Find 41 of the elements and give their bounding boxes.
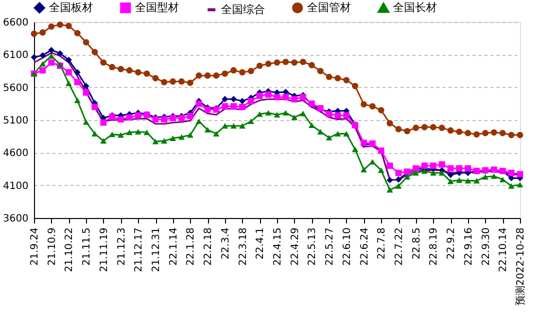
- legend-label: 全国综合: [221, 2, 265, 16]
- x-tick-label: 22.5.27: [324, 228, 336, 266]
- x-tick-label: 22.6.10: [342, 228, 353, 266]
- x-tick-label: 22.1.14: [168, 228, 180, 266]
- x-tick-label: 22.9.30: [480, 228, 492, 266]
- x-tick-label: 22.10.14: [498, 228, 510, 272]
- y-tick-label: 4600: [3, 148, 28, 160]
- x-tick-label: 22.9.16: [463, 228, 474, 266]
- y-tick-label: 6600: [3, 18, 28, 28]
- x-tick-label: 预测2022-10-28: [514, 228, 526, 306]
- x-tick-label: 22.3.18: [238, 228, 249, 266]
- legend-label: 全国板材: [49, 0, 93, 14]
- x-tick-label: 21.11.19: [98, 228, 110, 272]
- x-tick-label: 22.6.24: [359, 228, 370, 266]
- legend-label: 全国型材: [135, 0, 179, 14]
- x-tick-label: 22.4.29: [290, 228, 301, 266]
- x-tick-label: 21.12.17: [134, 228, 145, 272]
- x-tick-label: 21.10.22: [64, 228, 76, 272]
- x-tick-label: 22.8.5: [411, 228, 422, 260]
- x-tick-label: 21.11.5: [82, 228, 93, 266]
- x-tick-label: 22.7.22: [394, 228, 405, 266]
- y-tick-label: 6100: [3, 50, 28, 62]
- x-tick-label: 22.5.13: [307, 228, 318, 266]
- x-tick-label: 22.2.18: [203, 228, 214, 266]
- x-tick-label: 22.4.15: [272, 228, 284, 266]
- x-tick-label: 22.4.1: [255, 228, 266, 260]
- x-tick-label: 21.12.31: [151, 228, 162, 272]
- legend-label: 全国长材: [393, 1, 437, 14]
- x-tick-label: 22.3.4: [220, 228, 232, 260]
- x-tick-label: 21.10.9: [46, 228, 58, 266]
- y-tick-label: 4100: [3, 180, 28, 192]
- x-tick-label: 22.9.2: [446, 228, 458, 260]
- legend-label: 全国管材: [307, 0, 351, 14]
- y-tick-label: 5100: [3, 116, 28, 126]
- x-tick-label: 21.9.24: [30, 228, 40, 266]
- y-tick-label: 3600: [3, 214, 28, 224]
- x-tick-label: 21.12.3: [116, 228, 128, 266]
- x-tick-label: 22.7.8: [376, 228, 388, 260]
- x-tick-label: 22.1.28: [186, 228, 197, 266]
- y-tick-label: 5600: [3, 82, 28, 94]
- x-tick-label: 22.8.19: [428, 228, 440, 266]
